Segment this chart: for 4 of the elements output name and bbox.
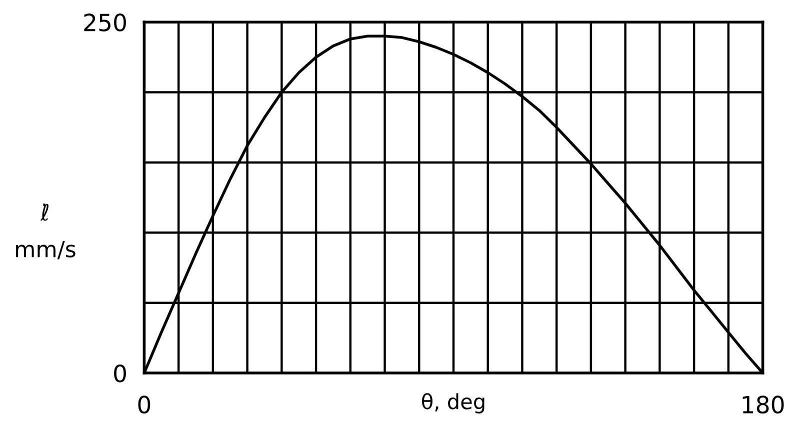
y-axis-title: ℓ̇ mm/s <box>16 204 76 260</box>
x-tick-label: 180 <box>742 396 784 414</box>
y-tick-label: 250 <box>84 14 126 32</box>
x-axis-title: θ, deg <box>422 393 484 414</box>
